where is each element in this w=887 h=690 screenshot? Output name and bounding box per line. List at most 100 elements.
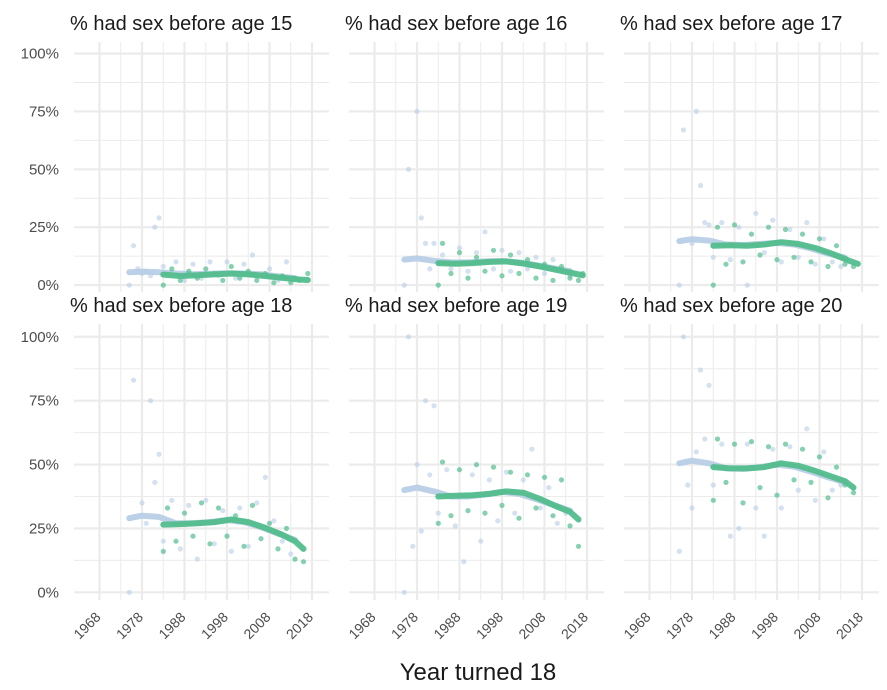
series_a-point <box>677 549 682 554</box>
series_b-point <box>834 243 839 248</box>
series_a-point <box>436 510 441 515</box>
y-tick-label: 0% <box>37 277 59 294</box>
series_b-point <box>258 536 263 541</box>
series_b-point <box>169 266 174 271</box>
series_b-point <box>559 264 564 269</box>
series_a-point <box>689 505 694 510</box>
x-tick-label: 1988 <box>705 609 738 642</box>
series_b-point <box>732 222 737 227</box>
series_b-point <box>301 559 306 564</box>
series_a-point <box>431 403 436 408</box>
series_a-point <box>288 551 293 556</box>
series_a-point <box>144 269 149 274</box>
series_a-point <box>190 262 195 267</box>
series_a-point <box>263 475 268 480</box>
series_b-point <box>774 493 779 498</box>
series_a-point <box>719 442 724 447</box>
series_b-point <box>161 283 166 288</box>
series_a-point <box>402 283 407 288</box>
series_b-point <box>791 477 796 482</box>
series_b-point <box>246 269 251 274</box>
series_a-point <box>444 467 449 472</box>
series_a-point <box>423 398 428 403</box>
series_b-point <box>757 252 762 257</box>
series_b-point <box>280 273 285 278</box>
series_b-point <box>212 271 217 276</box>
series_b-point <box>186 269 191 274</box>
x-tick-label: 1968 <box>70 609 103 642</box>
y-tick-label: 0% <box>37 584 59 601</box>
series_b-point <box>436 521 441 526</box>
panel-title: % had sex before age 19 <box>345 295 567 317</box>
series_b-point <box>165 505 170 510</box>
series_a-point <box>830 488 835 493</box>
series_b-point <box>288 280 293 285</box>
series_b-point <box>783 442 788 447</box>
series_a-point <box>427 266 432 271</box>
series_a-point <box>427 472 432 477</box>
series_b-point <box>292 557 297 562</box>
series_a-point <box>178 546 183 551</box>
x-axis-label: Year turned 18 <box>400 659 557 685</box>
series_a-point <box>482 229 487 234</box>
panel-title: % had sex before age 15 <box>70 13 292 35</box>
series_b-point <box>559 477 564 482</box>
series_a-point <box>440 252 445 257</box>
series_a-point <box>516 250 521 255</box>
series_a-point <box>457 245 462 250</box>
series_b-point <box>580 271 585 276</box>
series_a-point <box>402 590 407 595</box>
series_a-point <box>813 498 818 503</box>
series_a-point <box>131 243 136 248</box>
x-tick-label: 1998 <box>198 609 231 642</box>
series_b-point <box>783 227 788 232</box>
series_a-point <box>702 436 707 441</box>
series_a-point <box>681 127 686 132</box>
series_b-point <box>284 526 289 531</box>
series_a-point <box>127 283 132 288</box>
series_a-point <box>736 526 741 531</box>
series_a-point <box>195 557 200 562</box>
series_b-point <box>474 255 479 260</box>
series_b-point <box>161 549 166 554</box>
series_a-point <box>127 590 132 595</box>
series_a-point <box>419 215 424 220</box>
series_a-point <box>550 257 555 262</box>
series_b-point <box>190 534 195 539</box>
series_b-point <box>740 259 745 264</box>
series_b-point <box>567 523 572 528</box>
series_b-point <box>825 495 830 500</box>
series_b-point <box>499 503 504 508</box>
series_b-point <box>482 510 487 515</box>
series_b-point <box>448 513 453 518</box>
series_b-point <box>440 241 445 246</box>
x-tick-label: 1998 <box>748 609 781 642</box>
series_a-point <box>229 549 234 554</box>
series_b-point <box>457 250 462 255</box>
series_a-point <box>487 477 492 482</box>
series_a-point <box>414 462 419 467</box>
series_b-point <box>474 462 479 467</box>
series_a-point <box>267 266 272 271</box>
series_a-point <box>499 248 504 253</box>
x-tick-label: 1988 <box>155 609 188 642</box>
series_b-point <box>178 278 183 283</box>
series_b-point <box>237 276 242 281</box>
series_a-point <box>186 503 191 508</box>
series_a-point <box>169 498 174 503</box>
series_b-point <box>508 252 513 257</box>
series_a-point <box>529 447 534 452</box>
series_a-point <box>728 534 733 539</box>
y-tick-label: 50% <box>29 457 59 474</box>
series_a-point <box>533 255 538 260</box>
series_b-point <box>757 485 762 490</box>
series_a-point <box>207 259 212 264</box>
panel-title: % had sex before age 16 <box>345 13 567 35</box>
series_a-point <box>719 220 724 225</box>
x-tick-label: 2008 <box>790 609 823 642</box>
series_b-point <box>576 544 581 549</box>
y-tick-label: 75% <box>29 393 59 410</box>
series_a-point <box>706 383 711 388</box>
series_a-point <box>280 539 285 544</box>
